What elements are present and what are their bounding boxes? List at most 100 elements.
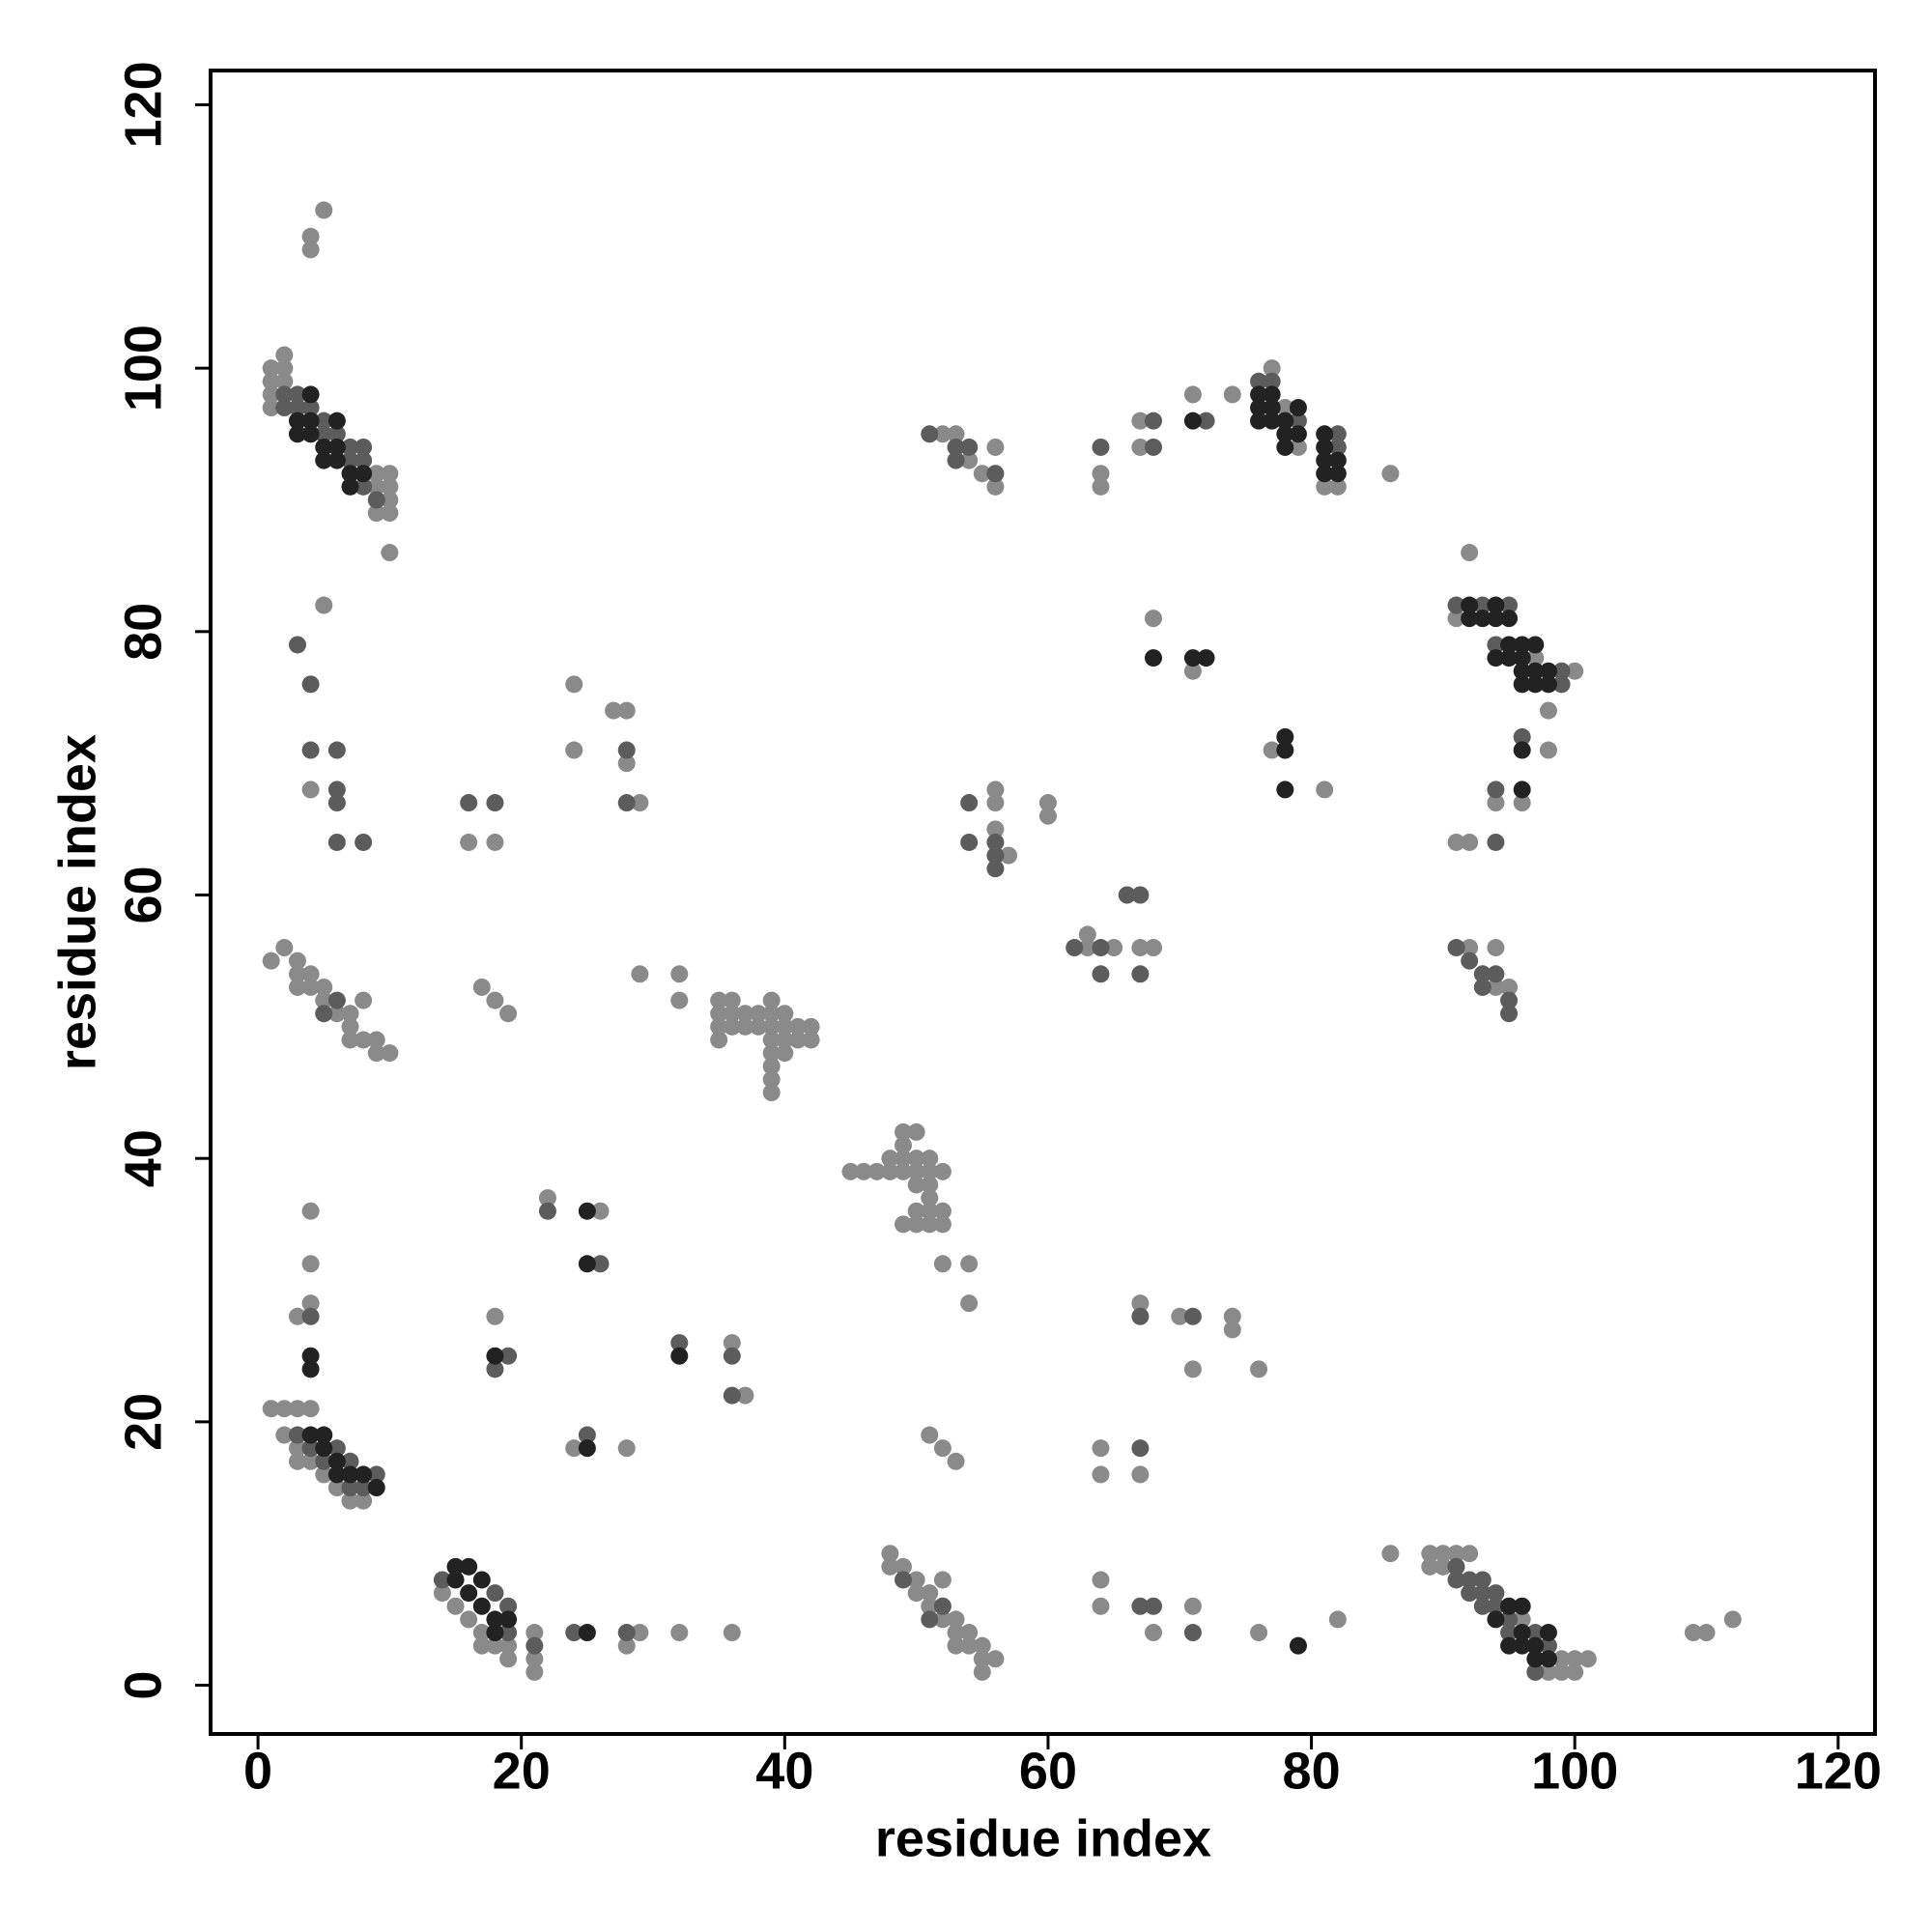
point [1263, 412, 1281, 430]
point [1183, 1624, 1202, 1642]
point [1131, 1597, 1150, 1615]
point [1473, 596, 1492, 614]
point [921, 1176, 939, 1194]
point [327, 1479, 346, 1497]
point [1526, 1636, 1545, 1655]
point [921, 1426, 939, 1444]
point [381, 1044, 399, 1063]
point [710, 1017, 728, 1036]
point [1539, 701, 1557, 720]
point [315, 425, 333, 443]
point [762, 1057, 781, 1075]
point [895, 1571, 913, 1589]
point [1131, 886, 1150, 904]
point [327, 991, 346, 1009]
point [1105, 939, 1123, 957]
point [947, 1452, 965, 1470]
plot-area [262, 201, 1742, 1681]
point [262, 359, 280, 378]
point [565, 675, 583, 694]
point [486, 1624, 504, 1642]
point [617, 794, 636, 812]
point [1276, 727, 1294, 746]
point [933, 1215, 952, 1234]
point [881, 1545, 899, 1563]
y-tick-label: 20 [114, 1393, 172, 1451]
point [881, 1557, 899, 1576]
point [1487, 596, 1505, 614]
point [262, 952, 280, 970]
point [288, 965, 306, 983]
point [275, 1400, 294, 1418]
point [1381, 1545, 1400, 1563]
point [986, 1650, 1005, 1668]
point [1513, 781, 1531, 799]
point [1513, 662, 1531, 680]
point [1539, 741, 1557, 759]
point [1145, 610, 1163, 628]
point [1183, 1360, 1202, 1378]
point [367, 1031, 385, 1049]
point [301, 412, 320, 430]
point [301, 385, 320, 404]
point [776, 1044, 794, 1063]
point [538, 1202, 556, 1220]
x-tick-label: 80 [1283, 1742, 1341, 1800]
point [907, 1571, 925, 1589]
point [262, 385, 280, 404]
point [1487, 636, 1505, 654]
point [1328, 438, 1347, 456]
point [1447, 1545, 1465, 1563]
point [933, 1202, 952, 1220]
point [736, 1386, 754, 1405]
point [895, 1215, 913, 1234]
point [855, 1162, 873, 1180]
point [1487, 610, 1505, 628]
y-tick-label: 100 [114, 325, 172, 412]
point [1328, 451, 1347, 469]
point [907, 1215, 925, 1234]
point [327, 1465, 346, 1484]
point [315, 438, 333, 456]
point [802, 1031, 820, 1049]
y-tick-label: 0 [114, 1671, 172, 1700]
point [327, 794, 346, 812]
point [499, 1597, 518, 1615]
point [499, 1624, 518, 1642]
point [1289, 399, 1307, 417]
point [315, 201, 333, 219]
point [1500, 649, 1519, 668]
point [1487, 939, 1505, 957]
point [1473, 965, 1492, 983]
point [472, 1597, 491, 1615]
point [986, 833, 1005, 851]
point [288, 1400, 306, 1418]
point [1539, 1650, 1557, 1668]
point [1539, 662, 1557, 680]
point [275, 359, 294, 378]
point [933, 1610, 952, 1629]
point [1473, 1584, 1492, 1603]
point [788, 1031, 807, 1049]
point [367, 504, 385, 523]
point [1276, 399, 1294, 417]
point [617, 1439, 636, 1458]
point [723, 991, 741, 1009]
point [1461, 939, 1479, 957]
x-tick-label: 40 [755, 1742, 813, 1800]
point [486, 991, 504, 1009]
point [355, 477, 373, 496]
point [1500, 1610, 1519, 1629]
point [1487, 978, 1505, 996]
point [301, 675, 320, 694]
point [631, 965, 649, 983]
point [565, 1439, 583, 1458]
point [1526, 636, 1545, 654]
point [288, 636, 306, 654]
point [315, 1465, 333, 1484]
point [341, 451, 359, 469]
point [526, 1662, 544, 1681]
point [1513, 1610, 1531, 1629]
point [341, 465, 359, 483]
point [947, 451, 965, 469]
